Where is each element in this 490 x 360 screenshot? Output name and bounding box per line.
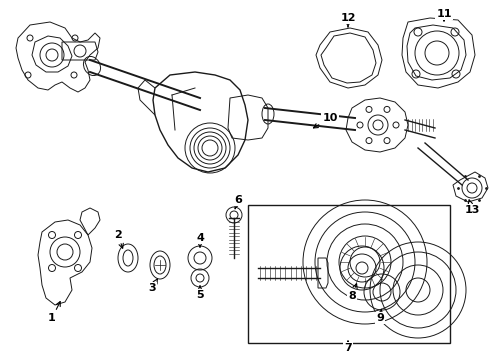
Text: 12: 12: [340, 13, 356, 27]
Text: 2: 2: [114, 230, 123, 248]
Text: 7: 7: [344, 341, 352, 353]
Text: 3: 3: [148, 279, 157, 293]
Text: 9: 9: [376, 309, 384, 323]
Text: 5: 5: [196, 286, 204, 300]
Text: 8: 8: [348, 284, 357, 301]
Text: 10: 10: [314, 113, 338, 128]
Text: 1: 1: [48, 302, 60, 323]
Text: 4: 4: [196, 233, 204, 247]
Text: 6: 6: [234, 195, 242, 209]
Bar: [248, 205, 450, 343]
Text: 13: 13: [465, 200, 480, 215]
Text: 11: 11: [436, 9, 452, 21]
